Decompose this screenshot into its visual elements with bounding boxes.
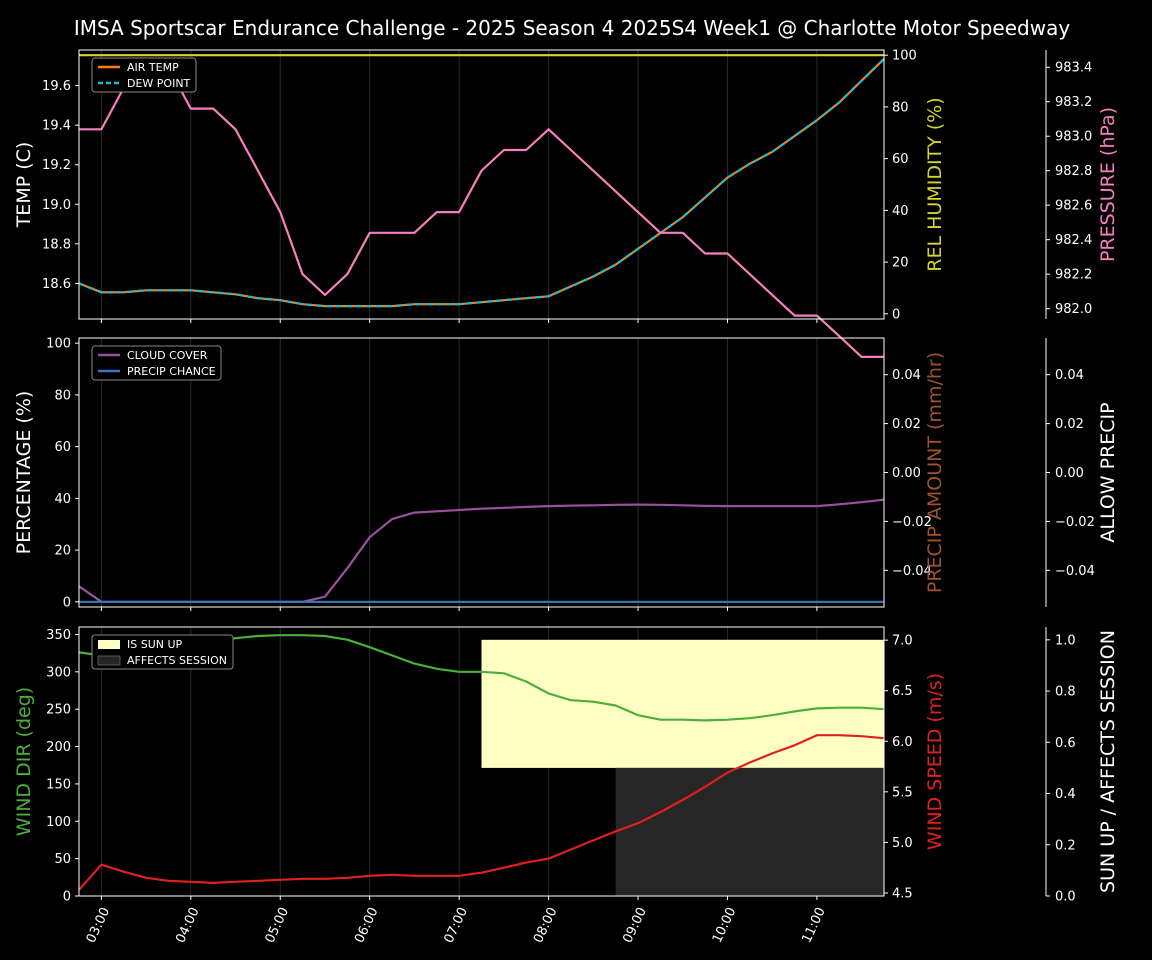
y-tick-label: 250 <box>46 703 71 718</box>
legend-label: AIR TEMP <box>127 61 179 74</box>
series-line-wind-speed <box>78 734 885 891</box>
y-right2-tick-label: 982.8 <box>1055 164 1092 179</box>
y-right2-tick-label: 0.0 <box>1055 890 1076 905</box>
y-tick-label: 150 <box>46 777 71 792</box>
legend-label: PRECIP CHANCE <box>127 365 216 378</box>
y-tick-label: 0 <box>63 595 71 610</box>
y-tick-label: 100 <box>46 815 71 830</box>
y-axis-label: TEMP (C) <box>13 142 35 229</box>
y-right2-tick-label: 983.4 <box>1055 61 1092 76</box>
y-right2-tick-label: 0.2 <box>1055 838 1076 853</box>
y-tick-label: 19.0 <box>42 198 71 213</box>
y-right-tick-label: 80 <box>892 100 909 115</box>
y-tick-label: 18.8 <box>42 237 71 252</box>
y-right2-tick-label: 0.4 <box>1055 787 1076 802</box>
y-right-tick-label: 6.0 <box>892 735 913 750</box>
y-tick-label: 350 <box>46 628 71 643</box>
y-right2-axis-label: ALLOW PRECIP <box>1097 402 1119 542</box>
legend-label: CLOUD COVER <box>127 349 208 362</box>
y-tick-label: 60 <box>54 440 71 455</box>
y-axis-label: WIND DIR (deg) <box>13 687 35 836</box>
y-right-tick-label: 0.04 <box>892 368 921 383</box>
y-right2-tick-label: 0.6 <box>1055 736 1076 751</box>
y-right-tick-label: 100 <box>892 49 917 64</box>
y-right-tick-label: −0.04 <box>892 564 932 579</box>
y-tick-label: 50 <box>54 852 71 867</box>
y-right2-tick-label: 1.0 <box>1055 633 1076 648</box>
y-right-tick-label: −0.02 <box>892 515 932 530</box>
series-line-dew-point <box>78 58 885 308</box>
y-tick-label: 19.2 <box>42 158 71 173</box>
y-right-tick-label: 0 <box>892 307 900 322</box>
y-right-tick-label: 40 <box>892 204 909 219</box>
y-right-tick-label: 7.0 <box>892 634 913 649</box>
y-right2-tick-label: 0.02 <box>1055 417 1084 432</box>
y-right-axis-label: WIND SPEED (m/s) <box>924 673 946 850</box>
y-tick-label: 300 <box>46 665 71 680</box>
y-right-tick-label: 0.00 <box>892 466 921 481</box>
y-right2-tick-label: 982.4 <box>1055 233 1092 248</box>
legend-box <box>91 345 222 381</box>
legend-label: DEW POINT <box>127 77 191 90</box>
axes-frame <box>78 49 885 320</box>
y-right-tick-label: 4.5 <box>892 886 913 901</box>
y-right2-axis-label: PRESSURE (hPa) <box>1097 107 1119 262</box>
y-right-tick-label: 6.5 <box>892 684 913 699</box>
y-right2-tick-label: 983.2 <box>1055 95 1092 110</box>
chart-title: IMSA Sportscar Endurance Challenge - 202… <box>74 16 1071 40</box>
y-tick-label: 18.6 <box>42 277 71 292</box>
legend-box <box>91 634 234 670</box>
legend-swatch <box>98 640 120 649</box>
y-right2-tick-label: 982.6 <box>1055 199 1092 214</box>
y-tick-label: 200 <box>46 740 71 755</box>
legend-label: AFFECTS SESSION <box>127 654 227 667</box>
y-right-tick-label: 5.0 <box>892 836 913 851</box>
y-right2-tick-label: −0.04 <box>1055 564 1095 579</box>
y-tick-label: 100 <box>46 337 71 352</box>
legend-label: IS SUN UP <box>127 638 183 651</box>
y-right-tick-label: 20 <box>892 256 909 271</box>
y-right2-axis-label: SUN UP / AFFECTS SESSION <box>1097 630 1119 893</box>
y-right-tick-label: 0.02 <box>892 417 921 432</box>
y-tick-label: 20 <box>54 544 71 559</box>
y-tick-label: 19.4 <box>42 119 71 134</box>
y-right2-tick-label: 982.2 <box>1055 268 1092 283</box>
band-is-sun-up <box>481 639 884 768</box>
y-tick-label: 80 <box>54 388 71 403</box>
y-right2-tick-label: 0.04 <box>1055 368 1084 383</box>
y-right-tick-label: 60 <box>892 152 909 167</box>
y-right2-tick-label: −0.02 <box>1055 515 1095 530</box>
axes-frame <box>78 626 885 897</box>
y-right-axis-label: PRECIP AMOUNT (mm/hr) <box>924 352 946 593</box>
y-tick-label: 40 <box>54 492 71 507</box>
y-right2-tick-label: 983.0 <box>1055 130 1092 145</box>
y-tick-label: 19.6 <box>42 79 71 94</box>
y-right2-tick-label: 982.0 <box>1055 302 1092 317</box>
y-right2-tick-label: 0.00 <box>1055 466 1084 481</box>
y-right2-tick-label: 0.8 <box>1055 685 1076 700</box>
y-right-tick-label: 5.5 <box>892 785 913 800</box>
legend-swatch <box>97 655 121 666</box>
band-affects-session <box>615 767 884 896</box>
y-right-axis-label: REL HUMIDITY (%) <box>924 97 946 271</box>
series-line-pressure <box>79 66 884 358</box>
y-axis-label: PERCENTAGE (%) <box>13 391 35 555</box>
y-tick-label: 0 <box>63 890 71 905</box>
